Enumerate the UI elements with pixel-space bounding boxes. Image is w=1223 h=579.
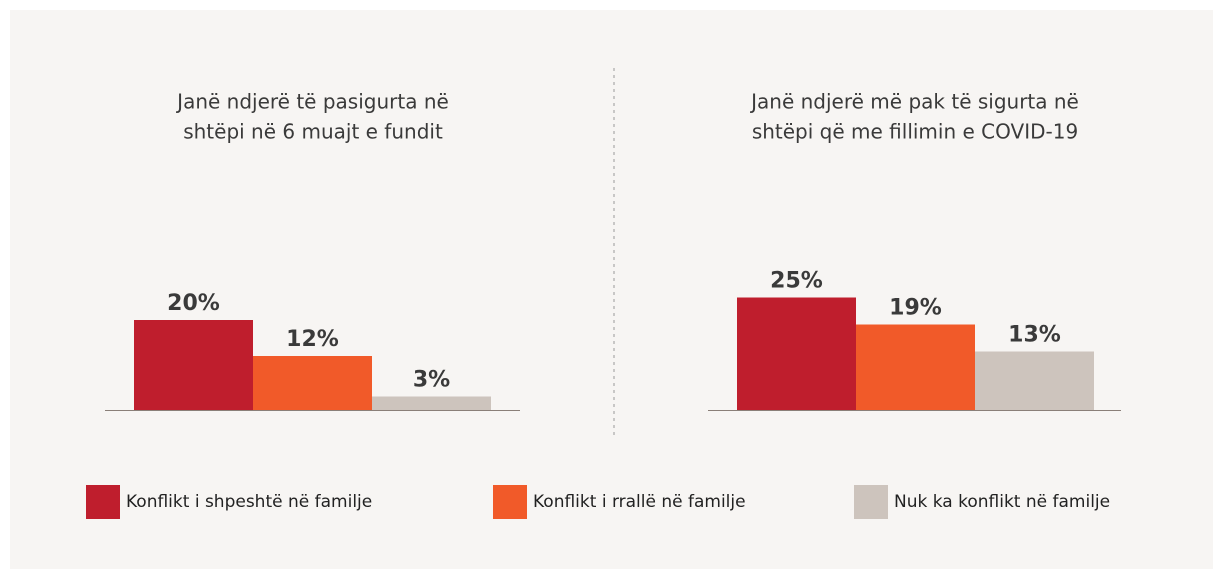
legend-label: Konflikt i rrallë në familje [533, 492, 746, 512]
legend-label: Konflikt i shpeshtë në familje [126, 492, 372, 512]
chart-title: Janë ndjerë të pasigurta në [175, 90, 449, 114]
legend-swatch [493, 485, 527, 519]
bar [737, 297, 856, 410]
bar [253, 356, 372, 410]
value-label: 12% [286, 327, 339, 352]
value-label: 3% [413, 368, 450, 393]
chart-title: shtëpi në 6 muajt e fundit [183, 120, 443, 144]
legend-swatch [854, 485, 888, 519]
bar [134, 320, 253, 410]
value-label: 20% [167, 291, 220, 316]
bar [372, 396, 491, 410]
value-label: 25% [770, 269, 823, 294]
chart-title: Janë ndjerë më pak të sigurta në [749, 90, 1079, 114]
legend-label: Nuk ka konflikt në familje [894, 492, 1110, 512]
bar [856, 324, 975, 410]
chart-title: shtëpi që me fillimin e COVID-19 [752, 120, 1078, 144]
value-label: 19% [889, 296, 942, 321]
bar [975, 351, 1094, 410]
legend-swatch [86, 485, 120, 519]
panel [10, 10, 1213, 569]
value-label: 13% [1008, 323, 1061, 348]
